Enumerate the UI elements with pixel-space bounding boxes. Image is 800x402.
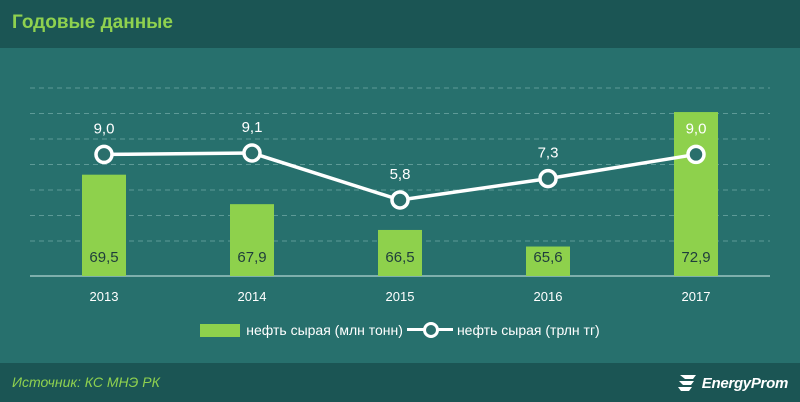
legend-entry-bar: нефть сырая (млн тонн): [200, 322, 403, 338]
bar-label-2015: 66,5: [385, 249, 414, 266]
bar-label-2014: 67,9: [237, 249, 266, 266]
line-label-2013: 9,0: [94, 120, 115, 137]
legend-entry-line: нефть сырая (трлн тг): [406, 322, 600, 338]
bar-label-2013: 69,5: [89, 249, 118, 266]
line-label-2015: 5,8: [390, 166, 411, 183]
chart-plot: 69,5 2013 67,9 2014 66,5 2015 65,6 2016 72,9 2017…: [30, 87, 770, 304]
x-tick-2016: 2016: [534, 289, 563, 304]
x-tick-2014: 2014: [238, 289, 267, 304]
bar-2015: [378, 229, 422, 276]
legend-line-label: нефть сырая (трлн тг): [456, 322, 600, 338]
line-point-2017: [686, 144, 706, 165]
footer-bar: Источник: КС МНЭ РК EnergyProm: [0, 363, 800, 402]
x-tick-2017: 2017: [682, 289, 711, 304]
line-label-2016: 7,3: [538, 145, 559, 162]
bar-2013: [82, 174, 126, 276]
line-point-2016: [538, 168, 558, 189]
line-label-2017: 9,0: [686, 120, 707, 137]
logo-text: EnergyProm: [701, 374, 789, 392]
bar-label-2016: 65,6: [533, 249, 562, 266]
legend-line-swatch: [406, 322, 453, 338]
legend-bar-label: нефть сырая (млн тонн): [246, 322, 403, 338]
bar-2016: [526, 246, 570, 276]
header-bar: Годовые данные: [0, 0, 800, 48]
energyprom-logo: EnergyProm: [676, 369, 788, 397]
chart-legend: нефть сырая (млн тонн) нефть сырая (трлн…: [0, 319, 800, 341]
line-label-2014: 9,1: [242, 119, 263, 136]
line-point-2013: [94, 144, 114, 165]
line-point-2014: [242, 143, 262, 163]
x-tick-2015: 2015: [386, 289, 415, 304]
energyprom-logo-icon: [677, 375, 696, 391]
chart-panel: 69,5 2013 67,9 2014 66,5 2015 65,6 2016 72,9 2017…: [0, 48, 800, 363]
bar-2017: [674, 112, 718, 276]
x-tick-2013: 2013: [90, 289, 119, 304]
bar-2014: [230, 204, 274, 276]
legend-bar-swatch: [200, 323, 241, 337]
chart-title: Годовые данные: [12, 12, 173, 33]
bar-label-2017: 72,9: [681, 249, 710, 266]
source-note: Источник: КС МНЭ РК: [12, 374, 160, 390]
line-point-2015: [390, 190, 410, 210]
